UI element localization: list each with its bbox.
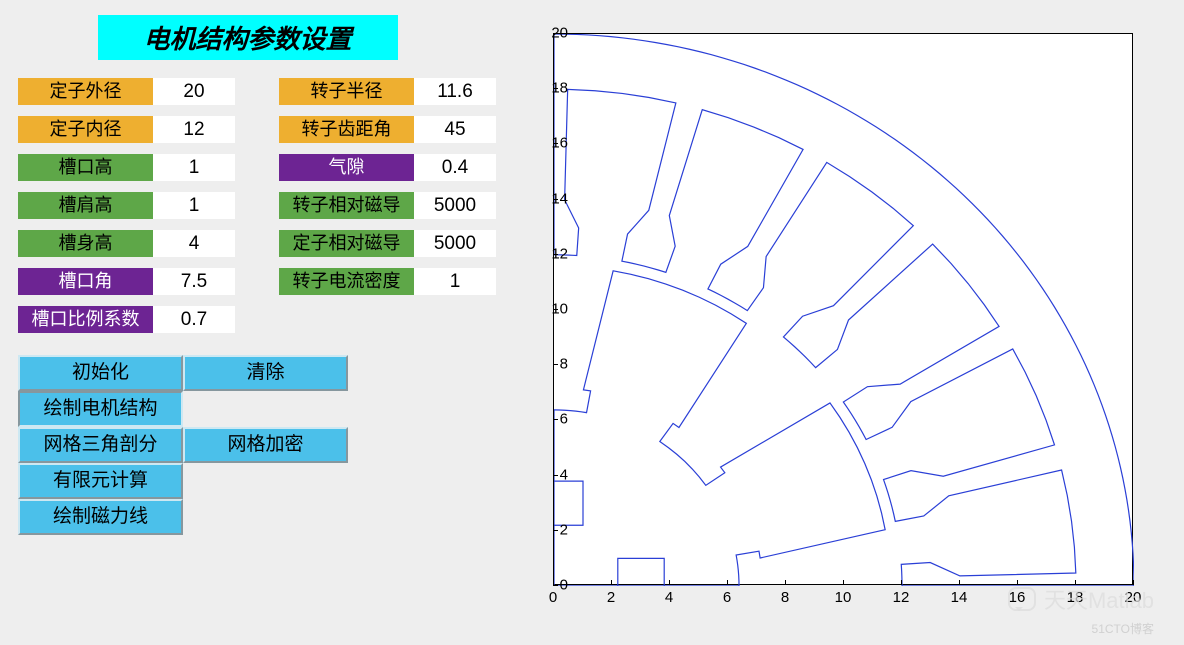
param-row: 转子齿距角45: [279, 116, 496, 143]
param-row: 气隙0.4: [279, 154, 496, 181]
fem-calc-button[interactable]: 有限元计算: [18, 463, 183, 499]
param-input[interactable]: 7.5: [153, 268, 235, 295]
param-input[interactable]: 20: [153, 78, 235, 105]
mesh-tri-button[interactable]: 网格三角剖分: [18, 427, 183, 463]
param-label: 转子齿距角: [279, 116, 414, 143]
motor-structure-svg: [554, 34, 1134, 586]
param-label: 转子相对磁导: [279, 192, 414, 219]
y-tick-label: 6: [560, 411, 568, 428]
x-tick-label: 0: [549, 589, 557, 606]
x-tick-label: 10: [835, 589, 852, 606]
y-tick-label: 4: [560, 466, 568, 483]
mesh-refine-button[interactable]: 网格加密: [183, 427, 348, 463]
x-tick-label: 18: [1067, 589, 1084, 606]
param-row: 定子内径12: [18, 116, 235, 143]
clear-button[interactable]: 清除: [183, 355, 348, 391]
param-row: 槽口角7.5: [18, 268, 235, 295]
draw-flux-button[interactable]: 绘制磁力线: [18, 499, 183, 535]
y-tick-label: 2: [560, 521, 568, 538]
x-tick-label: 14: [951, 589, 968, 606]
param-row: 转子相对磁导5000: [279, 192, 496, 219]
param-row: 定子外径20: [18, 78, 235, 105]
param-grid: 定子外径20定子内径12槽口高1槽肩高1槽身高4槽口角7.5槽口比例系数0.7 …: [18, 78, 477, 333]
param-label: 槽口比例系数: [18, 306, 153, 333]
x-tick-label: 4: [665, 589, 673, 606]
x-tick-label: 6: [723, 589, 731, 606]
param-input[interactable]: 1: [153, 192, 235, 219]
param-label: 定子相对磁导: [279, 230, 414, 257]
param-input[interactable]: 11.6: [414, 78, 496, 105]
param-label: 转子电流密度: [279, 268, 414, 295]
x-tick-label: 20: [1125, 589, 1142, 606]
param-input[interactable]: 0.4: [414, 154, 496, 181]
param-row: 定子相对磁导5000: [279, 230, 496, 257]
param-label: 定子外径: [18, 78, 153, 105]
x-tick-label: 2: [607, 589, 615, 606]
param-label: 槽口高: [18, 154, 153, 181]
param-label: 转子半径: [279, 78, 414, 105]
param-row: 槽身高4: [18, 230, 235, 257]
param-label: 槽肩高: [18, 192, 153, 219]
y-tick-label: 8: [560, 356, 568, 373]
draw-structure-button[interactable]: 绘制电机结构: [18, 391, 183, 427]
param-input[interactable]: 1: [153, 154, 235, 181]
param-row: 转子半径11.6: [279, 78, 496, 105]
param-input[interactable]: 5000: [414, 230, 496, 257]
param-input[interactable]: 12: [153, 116, 235, 143]
param-row: 槽肩高1: [18, 192, 235, 219]
button-panel: 初始化 清除 绘制电机结构 网格三角剖分 网格加密 有限元计算 绘制磁力线: [18, 355, 477, 535]
motor-plot: 02468101214161820 02468101214161820: [505, 15, 1160, 625]
x-tick-label: 8: [781, 589, 789, 606]
param-input[interactable]: 1: [414, 268, 496, 295]
param-label: 槽口角: [18, 268, 153, 295]
y-tick-label: 0: [560, 577, 568, 594]
param-input[interactable]: 5000: [414, 192, 496, 219]
panel-title: 电机结构参数设置: [98, 15, 398, 60]
param-row: 槽口比例系数0.7: [18, 306, 235, 333]
param-input[interactable]: 0.7: [153, 306, 235, 333]
param-row: 槽口高1: [18, 154, 235, 181]
param-label: 定子内径: [18, 116, 153, 143]
param-input[interactable]: 4: [153, 230, 235, 257]
watermark-sub: 51CTO博客: [1092, 620, 1154, 637]
init-button[interactable]: 初始化: [18, 355, 183, 391]
x-tick-label: 12: [893, 589, 910, 606]
x-tick-label: 16: [1009, 589, 1026, 606]
param-label: 气隙: [279, 154, 414, 181]
param-input[interactable]: 45: [414, 116, 496, 143]
param-label: 槽身高: [18, 230, 153, 257]
param-row: 转子电流密度1: [279, 268, 496, 295]
plot-box: [553, 33, 1133, 585]
parameter-panel: 电机结构参数设置 定子外径20定子内径12槽口高1槽肩高1槽身高4槽口角7.5槽…: [0, 0, 495, 645]
